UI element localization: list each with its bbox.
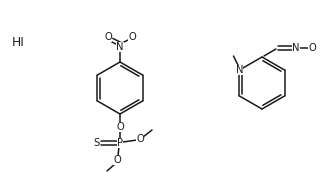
Text: O: O [128,32,136,42]
Text: N: N [116,42,124,52]
Text: P: P [117,138,123,148]
Text: O: O [116,122,124,132]
Text: O: O [104,32,112,42]
Text: S: S [93,138,99,148]
Text: O: O [136,134,144,144]
Text: N: N [292,43,300,53]
Text: O: O [113,155,121,165]
Text: N: N [236,65,243,75]
Text: O: O [308,43,316,53]
Text: HI: HI [12,37,25,49]
